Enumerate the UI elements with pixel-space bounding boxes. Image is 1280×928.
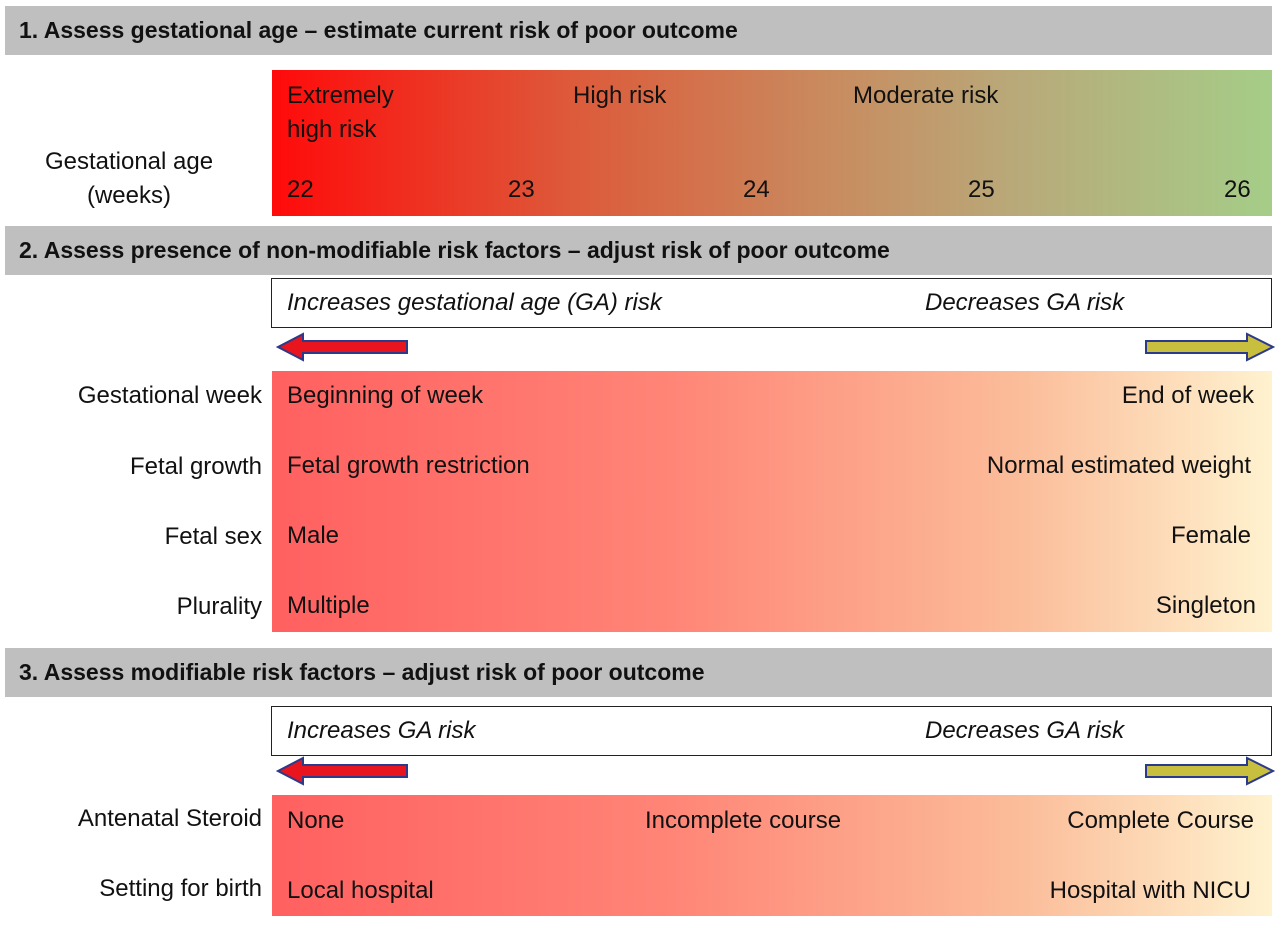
gestational-age-risk-gradient — [272, 70, 1272, 216]
week-tick-23: 23 — [508, 176, 535, 203]
fetal-sex-left: Male — [287, 522, 340, 549]
section2-increase-label: Increases gestational age (GA) risk — [287, 289, 662, 316]
row-label-fetal-sex: Fetal sex — [164, 523, 262, 550]
antenatal-steroid-middle: Incomplete course — [645, 807, 842, 834]
risk-moderate-label: Moderate risk — [853, 82, 999, 109]
antenatal-steroid-right: Complete Course — [1067, 807, 1254, 834]
section3-left-arrow-icon — [276, 756, 408, 786]
risk-extremely-high-line1: Extremely — [287, 82, 394, 109]
section3-increase-label: Increases GA risk — [287, 717, 476, 744]
gestational-age-label-line2: (weeks) — [86, 182, 171, 209]
section2-risk-gradient — [272, 371, 1272, 632]
risk-extremely-high-line2: high risk — [287, 116, 377, 143]
setting-for-birth-right: Hospital with NICU — [1049, 877, 1251, 904]
gestational-age-label-line1: Gestational age — [44, 148, 214, 175]
gestational-week-right: End of week — [1121, 382, 1254, 409]
plurality-left: Multiple — [287, 592, 370, 619]
section3-risk-gradient — [272, 795, 1272, 916]
section3-right-arrow-icon — [1145, 756, 1276, 786]
gestational-week-left: Beginning of week — [287, 382, 484, 409]
section2-decrease-label: Decreases GA risk — [925, 289, 1125, 316]
section3-direction-legend — [271, 706, 1272, 756]
row-label-plurality: Plurality — [176, 593, 262, 620]
section3-decrease-label: Decreases GA risk — [925, 717, 1125, 744]
risk-high-label: High risk — [573, 82, 667, 109]
antenatal-steroid-left: None — [287, 807, 345, 834]
fetal-growth-right: Normal estimated weight — [986, 452, 1251, 479]
section2-left-arrow-icon — [276, 332, 408, 362]
week-tick-26: 26 — [1224, 176, 1251, 203]
row-label-gestational-week: Gestational week — [77, 382, 262, 409]
fetal-growth-left: Fetal growth restriction — [287, 452, 530, 479]
week-tick-25: 25 — [968, 176, 995, 203]
week-tick-22: 22 — [287, 176, 314, 203]
row-label-setting-for-birth: Setting for birth — [99, 875, 262, 902]
row-label-antenatal-steroid: Antenatal Steroid — [77, 805, 262, 832]
gestational-age-label: Gestational age (weeks) — [20, 148, 238, 210]
week-tick-24: 24 — [743, 176, 770, 203]
fetal-sex-right: Female — [1170, 522, 1251, 549]
section2-right-arrow-icon — [1145, 332, 1276, 362]
section2-heading: 2. Assess presence of non-modifiable ris… — [5, 226, 1272, 275]
section1-heading: 1. Assess gestational age – estimate cur… — [5, 6, 1272, 55]
setting-for-birth-left: Local hospital — [287, 877, 434, 904]
section3-heading: 3. Assess modifiable risk factors – adju… — [5, 648, 1272, 697]
plurality-right: Singleton — [1155, 592, 1256, 619]
row-label-fetal-growth: Fetal growth — [129, 453, 262, 480]
section2-direction-legend — [271, 278, 1272, 328]
